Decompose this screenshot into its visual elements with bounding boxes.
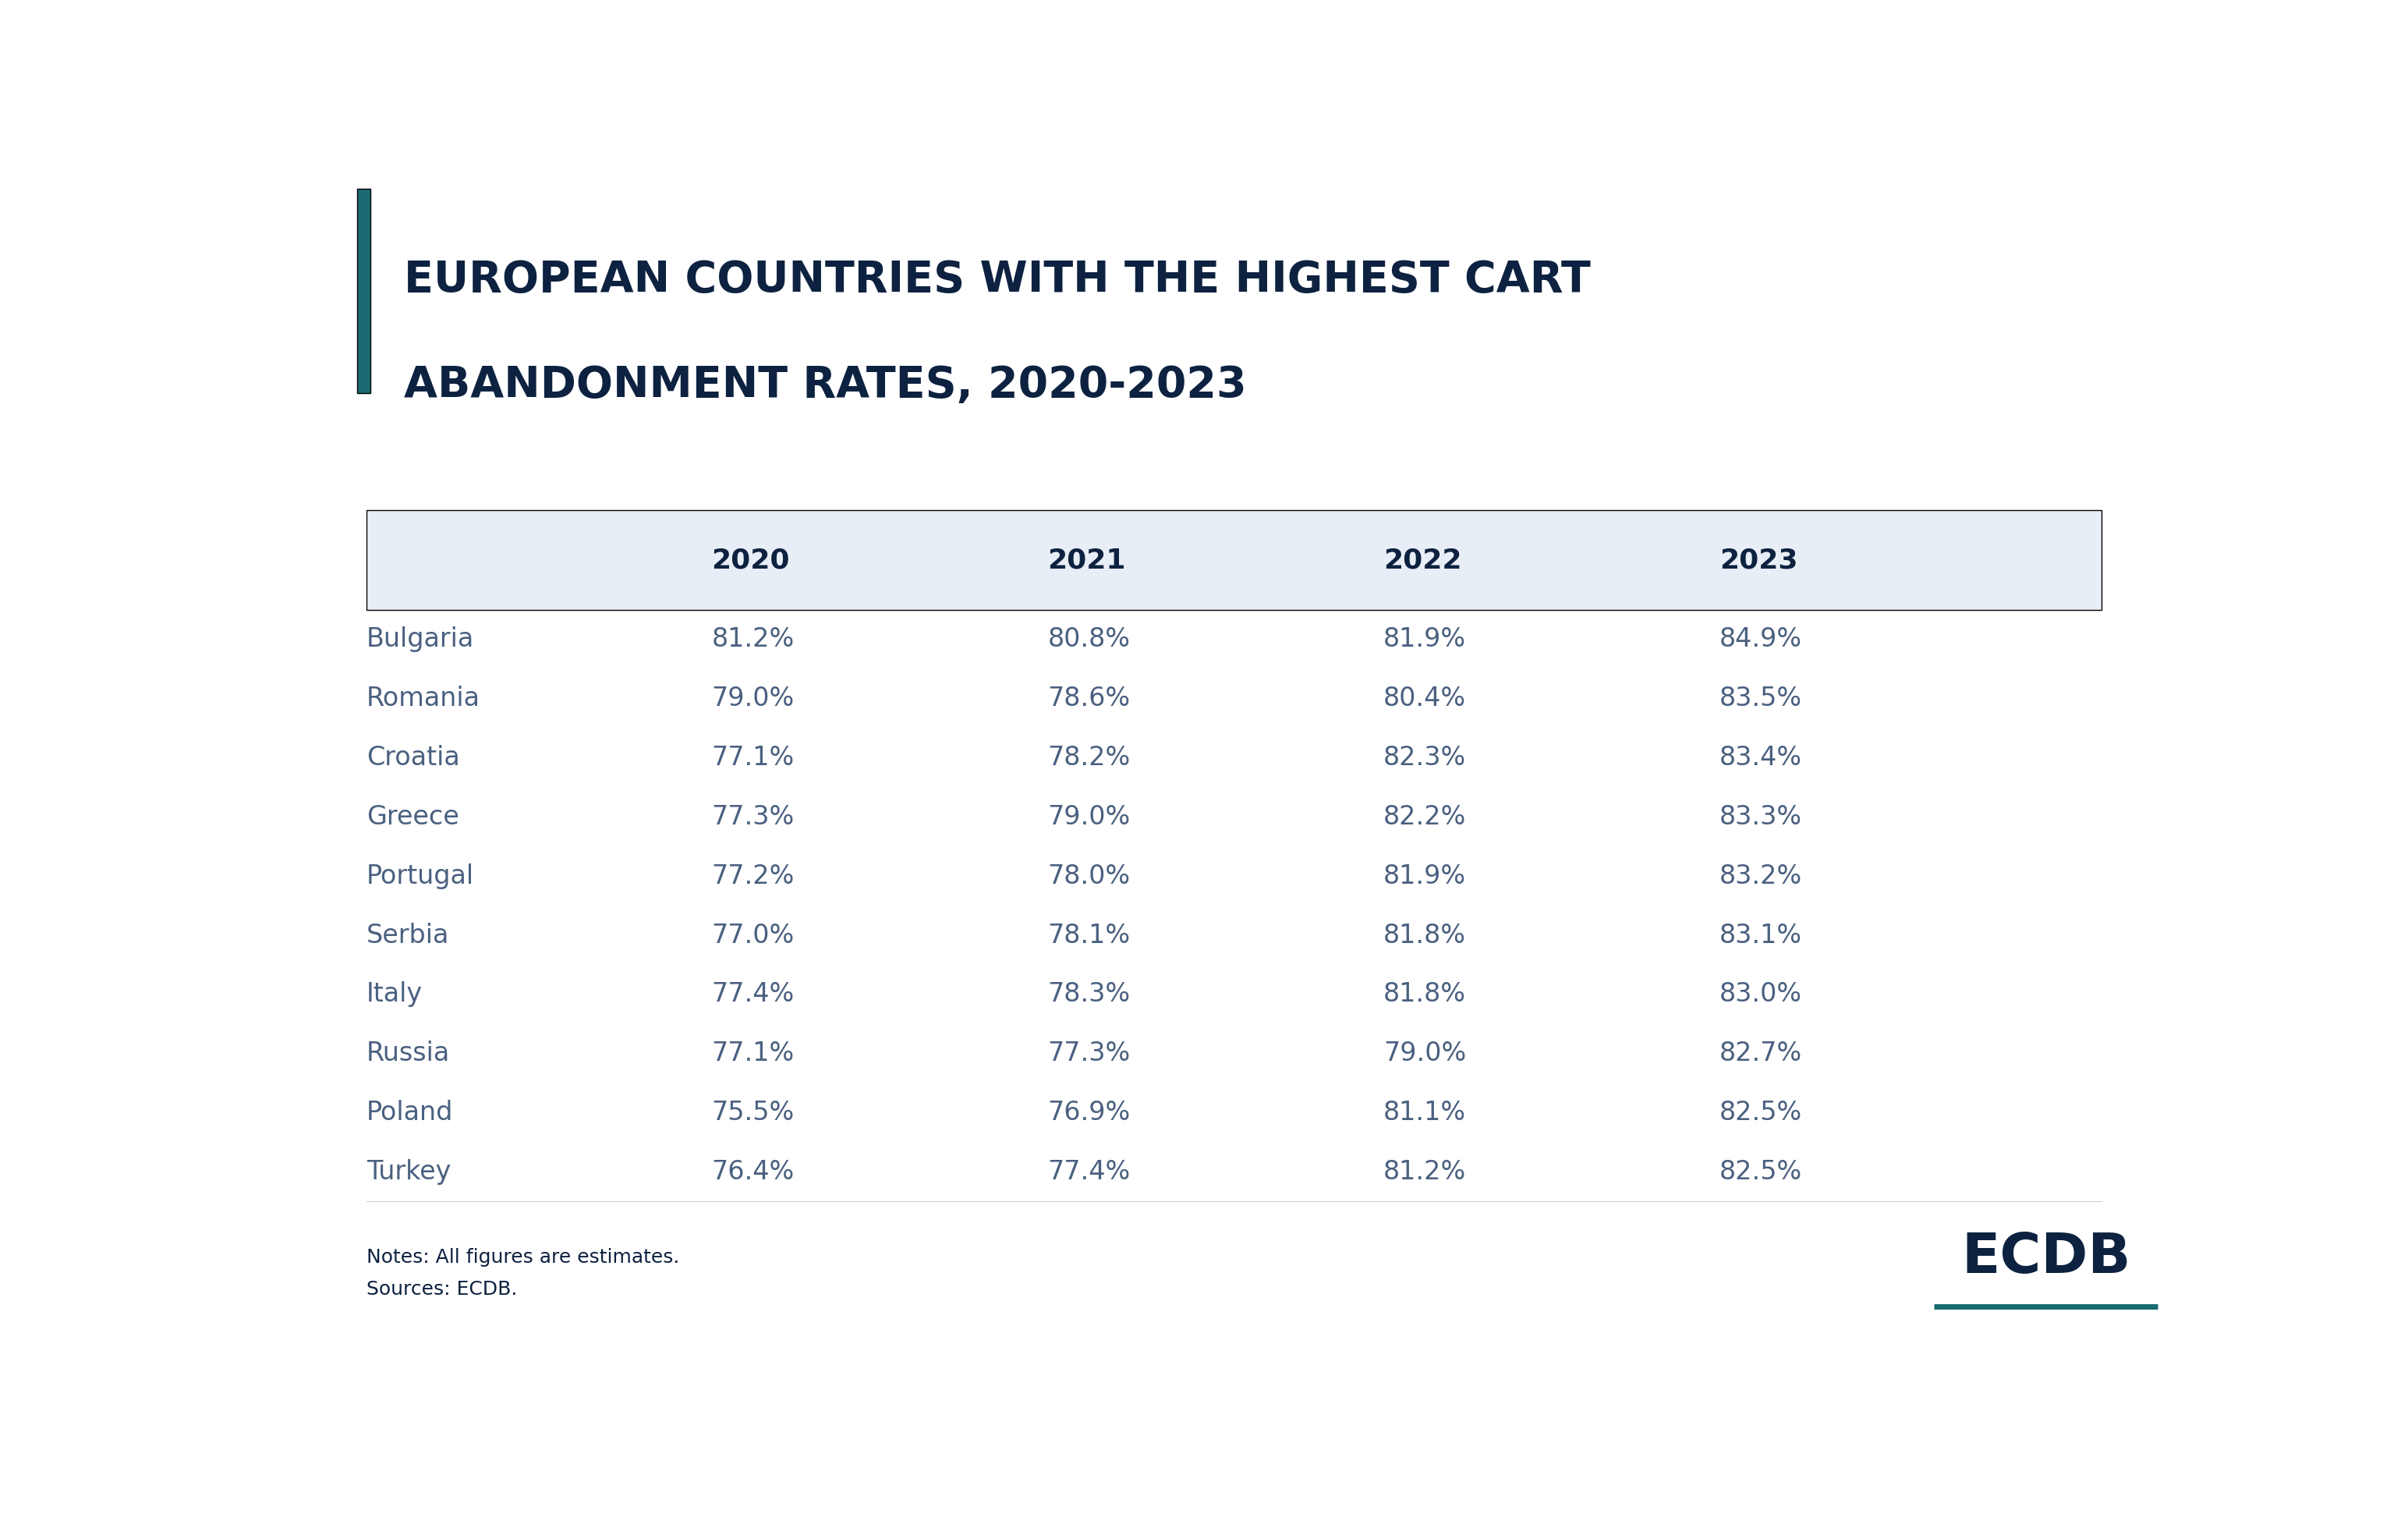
Text: Bulgaria: Bulgaria — [366, 627, 474, 653]
Text: 77.4%: 77.4% — [713, 981, 795, 1007]
Text: Serbia: Serbia — [366, 922, 450, 948]
Text: 2023: 2023 — [1719, 548, 1799, 573]
Text: 2020: 2020 — [713, 548, 790, 573]
Text: 78.6%: 78.6% — [1047, 686, 1129, 712]
Text: 83.2%: 83.2% — [1719, 864, 1801, 888]
Text: Poland: Poland — [366, 1100, 453, 1126]
Text: 78.3%: 78.3% — [1047, 981, 1129, 1007]
Text: 81.8%: 81.8% — [1382, 922, 1466, 948]
Text: 81.2%: 81.2% — [1382, 1159, 1466, 1185]
Text: 77.1%: 77.1% — [713, 1040, 795, 1066]
Text: Turkey: Turkey — [366, 1159, 450, 1185]
Text: 81.2%: 81.2% — [713, 627, 795, 653]
Text: 2022: 2022 — [1382, 548, 1462, 573]
Text: 82.3%: 82.3% — [1382, 745, 1466, 771]
Text: EUROPEAN COUNTRIES WITH THE HIGHEST CART: EUROPEAN COUNTRIES WITH THE HIGHEST CART — [405, 259, 1589, 301]
Text: 77.4%: 77.4% — [1047, 1159, 1129, 1185]
Text: 82.2%: 82.2% — [1382, 805, 1466, 830]
Text: 77.1%: 77.1% — [713, 745, 795, 771]
Text: 78.2%: 78.2% — [1047, 745, 1129, 771]
Text: Russia: Russia — [366, 1040, 450, 1066]
Text: 81.1%: 81.1% — [1382, 1100, 1466, 1126]
Text: Portugal: Portugal — [366, 864, 474, 888]
Text: ECDB: ECDB — [1960, 1230, 2131, 1285]
FancyBboxPatch shape — [356, 189, 371, 394]
Text: 81.9%: 81.9% — [1382, 627, 1466, 653]
Text: 80.4%: 80.4% — [1382, 686, 1466, 712]
Text: 81.9%: 81.9% — [1382, 864, 1466, 888]
Text: 75.5%: 75.5% — [713, 1100, 795, 1126]
Text: 80.8%: 80.8% — [1047, 627, 1129, 653]
Text: Croatia: Croatia — [366, 745, 460, 771]
Text: 83.0%: 83.0% — [1719, 981, 1801, 1007]
Text: 77.3%: 77.3% — [1047, 1040, 1129, 1066]
FancyBboxPatch shape — [366, 511, 2102, 610]
Text: 78.1%: 78.1% — [1047, 922, 1129, 948]
Text: 77.0%: 77.0% — [713, 922, 795, 948]
Text: 83.4%: 83.4% — [1719, 745, 1801, 771]
Text: Sources: ECDB.: Sources: ECDB. — [366, 1279, 518, 1299]
Text: Romania: Romania — [366, 686, 479, 712]
Text: Greece: Greece — [366, 805, 460, 830]
Text: 77.3%: 77.3% — [713, 805, 795, 830]
Text: 79.0%: 79.0% — [1382, 1040, 1466, 1066]
Text: 83.5%: 83.5% — [1719, 686, 1801, 712]
Text: 84.9%: 84.9% — [1719, 627, 1801, 653]
Text: ABANDONMENT RATES, 2020-2023: ABANDONMENT RATES, 2020-2023 — [405, 364, 1247, 406]
Text: Italy: Italy — [366, 981, 421, 1007]
Text: 79.0%: 79.0% — [713, 686, 795, 712]
Text: 82.7%: 82.7% — [1719, 1040, 1801, 1066]
Text: 82.5%: 82.5% — [1719, 1159, 1801, 1185]
Text: 76.9%: 76.9% — [1047, 1100, 1129, 1126]
Text: 83.3%: 83.3% — [1719, 805, 1801, 830]
Text: 77.2%: 77.2% — [713, 864, 795, 888]
Text: 78.0%: 78.0% — [1047, 864, 1129, 888]
Text: Notes: All figures are estimates.: Notes: All figures are estimates. — [366, 1249, 679, 1267]
Text: 81.8%: 81.8% — [1382, 981, 1466, 1007]
Text: 83.1%: 83.1% — [1719, 922, 1801, 948]
Text: 76.4%: 76.4% — [713, 1159, 795, 1185]
Text: 79.0%: 79.0% — [1047, 805, 1129, 830]
Text: 2021: 2021 — [1047, 548, 1127, 573]
Text: 82.5%: 82.5% — [1719, 1100, 1801, 1126]
